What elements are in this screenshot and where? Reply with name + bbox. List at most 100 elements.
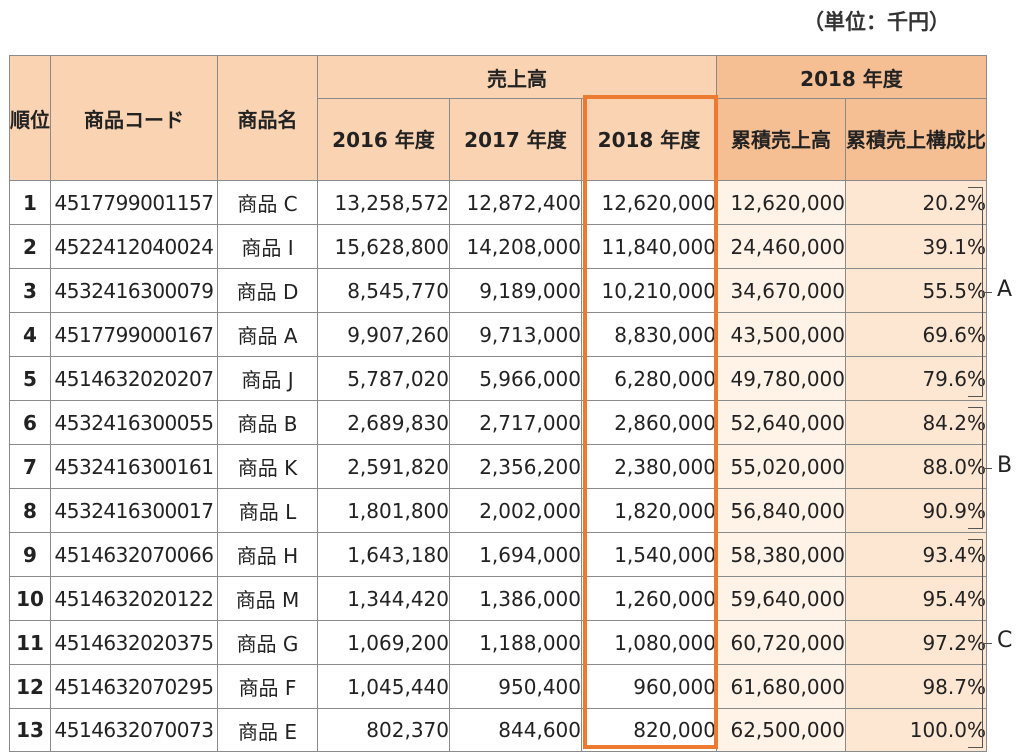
cell-y2016: 15,628,800 [317, 224, 450, 269]
cell-y2017: 2,717,000 [449, 400, 582, 445]
cell-y2016: 802,370 [317, 708, 450, 752]
cell-name: 商品 G [217, 620, 318, 665]
cell-ratio: 93.4% [845, 532, 987, 577]
cell-code: 4532416300017 [50, 488, 218, 533]
cell-y2016: 2,591,820 [317, 444, 450, 489]
cell-code: 4517799001157 [50, 180, 218, 225]
cell-cumulative: 56,840,000 [716, 488, 846, 533]
cell-y2017: 2,356,200 [449, 444, 582, 489]
header-rank: 順位 [9, 55, 51, 181]
cell-rank: 2 [9, 224, 51, 269]
header-name-label: 商品名 [237, 107, 298, 132]
header-cumulative: 累積売上高 [716, 98, 846, 181]
cell-ratio: 95.4% [845, 576, 987, 621]
cell-y2018: 1,540,000 [581, 532, 717, 577]
table-body: 1 4517799001157 商品 C 13,258,572 12,872,400 12… [9, 180, 987, 752]
header-ratio: 累積売上構成比 [845, 98, 987, 181]
cell-y2016: 2,689,830 [317, 400, 450, 445]
cell-rank: 8 [9, 488, 51, 533]
cell-ratio: 69.6% [845, 312, 987, 357]
table-row: 4 4517799000167 商品 A 9,907,260 9,713,000 8,83… [9, 312, 987, 357]
cell-cumulative: 58,380,000 [716, 532, 846, 577]
cell-cumulative: 52,640,000 [716, 400, 846, 445]
cell-y2017: 1,188,000 [449, 620, 582, 665]
table-row: 10 4514632020122 商品 M 1,344,420 1,386,000 1,2… [9, 576, 987, 621]
cell-code: 4514632070073 [50, 708, 218, 752]
cell-y2017: 1,386,000 [449, 576, 582, 621]
header-ratio-label: 累積売上構成比 [846, 127, 986, 152]
group-bracket-tick [983, 467, 992, 469]
cell-cumulative: 43,500,000 [716, 312, 846, 357]
cell-rank: 1 [9, 180, 51, 225]
cell-code: 4514632070295 [50, 664, 218, 709]
cell-ratio: 100.0% [845, 708, 987, 752]
cell-y2018: 8,830,000 [581, 312, 717, 357]
cell-name: 商品 A [217, 312, 318, 357]
cell-code: 4532416300055 [50, 400, 218, 445]
cell-ratio: 97.2% [845, 620, 987, 665]
header-code-label: 商品コード [84, 107, 184, 132]
table-row: 5 4514632020207 商品 J 5,787,020 5,966,000 6,28… [9, 356, 987, 401]
table-row: 3 4532416300079 商品 D 8,545,770 9,189,000 10,2… [9, 268, 987, 313]
cell-code: 4514632020375 [50, 620, 218, 665]
cell-y2018: 12,620,000 [581, 180, 717, 225]
cell-cumulative: 34,670,000 [716, 268, 846, 313]
header-y2017: 2017 年度 [449, 98, 582, 181]
cell-y2016: 1,069,200 [317, 620, 450, 665]
header-rank-label: 順位 [10, 107, 50, 132]
cell-y2018: 960,000 [581, 664, 717, 709]
cell-ratio: 55.5% [845, 268, 987, 313]
cell-ratio: 88.0% [845, 444, 987, 489]
cell-rank: 9 [9, 532, 51, 577]
cell-code: 4514632020122 [50, 576, 218, 621]
cell-y2017: 950,400 [449, 664, 582, 709]
header-code: 商品コード [50, 55, 218, 181]
cell-y2016: 1,643,180 [317, 532, 450, 577]
unit-note: （単位：千円） [803, 10, 950, 34]
cell-rank: 12 [9, 664, 51, 709]
cell-y2018: 1,260,000 [581, 576, 717, 621]
cell-cumulative: 61,680,000 [716, 664, 846, 709]
cell-y2016: 8,545,770 [317, 268, 450, 313]
cell-name: 商品 F [217, 664, 318, 709]
table-row: 7 4532416300161 商品 K 2,591,820 2,356,200 2,38… [9, 444, 987, 489]
cell-name: 商品 I [217, 224, 318, 269]
cell-rank: 13 [9, 708, 51, 752]
cell-rank: 7 [9, 444, 51, 489]
cell-y2018: 820,000 [581, 708, 717, 752]
cell-ratio: 98.7% [845, 664, 987, 709]
cell-y2018: 2,860,000 [581, 400, 717, 445]
cell-cumulative: 62,500,000 [716, 708, 846, 752]
cell-cumulative: 59,640,000 [716, 576, 846, 621]
table-row: 9 4514632070066 商品 H 1,643,180 1,694,000 1,54… [9, 532, 987, 577]
table-row: 12 4514632070295 商品 F 1,045,440 950,400 960,0… [9, 664, 987, 709]
cell-y2017: 2,002,000 [449, 488, 582, 533]
cell-ratio: 20.2% [845, 180, 987, 225]
group-label: A [997, 276, 1013, 302]
cell-code: 4522412040024 [50, 224, 218, 269]
cell-y2016: 13,258,572 [317, 180, 450, 225]
cell-cumulative: 60,720,000 [716, 620, 846, 665]
cell-rank: 5 [9, 356, 51, 401]
cell-ratio: 84.2% [845, 400, 987, 445]
cell-y2018: 1,080,000 [581, 620, 717, 665]
cell-cumulative: 12,620,000 [716, 180, 846, 225]
cell-ratio: 79.6% [845, 356, 987, 401]
header-y2018: 2018 年度 [581, 98, 717, 181]
cell-rank: 10 [9, 576, 51, 621]
cell-y2017: 5,966,000 [449, 356, 582, 401]
cell-name: 商品 L [217, 488, 318, 533]
table-row: 13 4514632070073 商品 E 802,370 844,600 820,000… [9, 708, 987, 752]
cell-name: 商品 C [217, 180, 318, 225]
cell-y2017: 9,189,000 [449, 268, 582, 313]
cell-cumulative: 55,020,000 [716, 444, 846, 489]
cell-y2018: 6,280,000 [581, 356, 717, 401]
cell-ratio: 90.9% [845, 488, 987, 533]
group-bracket [968, 406, 992, 529]
cell-rank: 3 [9, 268, 51, 313]
cell-y2017: 9,713,000 [449, 312, 582, 357]
cell-rank: 4 [9, 312, 51, 357]
header-fy2018-group: 2018 年度 [716, 55, 987, 99]
cell-y2016: 1,344,420 [317, 576, 450, 621]
cell-code: 4514632070066 [50, 532, 218, 577]
